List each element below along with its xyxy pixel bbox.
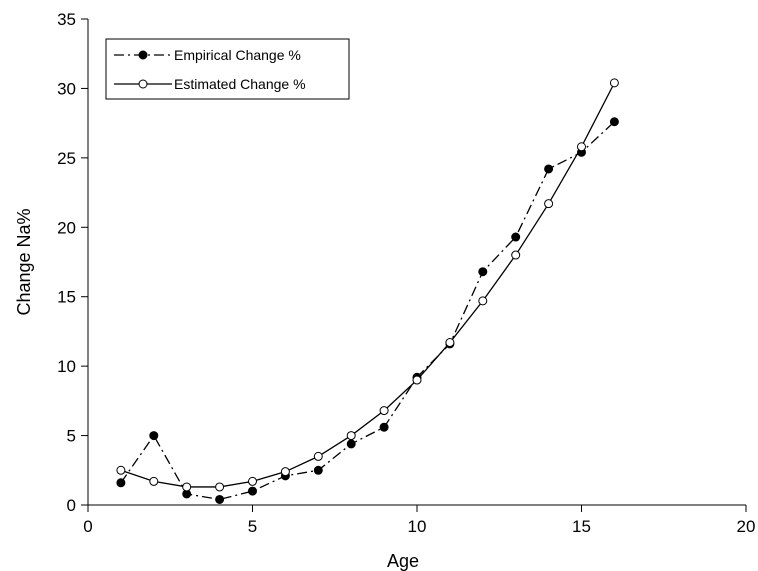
data-point xyxy=(445,338,455,348)
data-point xyxy=(511,250,521,260)
legend-entry: Empirical Change % xyxy=(114,47,301,63)
data-point xyxy=(280,467,290,477)
data-point xyxy=(609,117,619,127)
data-point xyxy=(511,232,521,242)
data-point xyxy=(609,78,619,88)
y-tick-label: 30 xyxy=(57,79,76,98)
data-point xyxy=(478,296,488,306)
y-tick-label: 15 xyxy=(57,288,76,307)
data-point xyxy=(544,199,554,209)
legend-box xyxy=(105,38,350,100)
legend-marker xyxy=(138,50,148,60)
series-empirical xyxy=(116,117,619,504)
data-point xyxy=(346,439,356,449)
data-point xyxy=(379,406,389,416)
data-point xyxy=(149,476,159,486)
data-point xyxy=(149,431,159,441)
data-point xyxy=(215,482,225,492)
data-point xyxy=(313,465,323,475)
data-point xyxy=(182,482,192,492)
series-line xyxy=(120,82,615,488)
y-axis-title: Change Na% xyxy=(14,208,34,315)
data-point xyxy=(379,422,389,432)
x-tick-label: 15 xyxy=(572,517,591,536)
series-estimated xyxy=(116,78,619,492)
legend-label: Estimated Change % xyxy=(174,76,306,92)
y-ticks: 0 5 10 15 20 25 30 35 xyxy=(57,10,88,515)
data-point xyxy=(116,465,126,475)
data-point xyxy=(215,494,225,504)
data-point xyxy=(248,476,257,486)
plot-area xyxy=(116,78,619,504)
series-line xyxy=(120,121,615,501)
data-point xyxy=(478,267,488,277)
x-ticks: 0 5 10 15 20 xyxy=(83,505,755,536)
x-axis-title: Age xyxy=(387,551,419,571)
x-tick-label: 0 xyxy=(83,517,92,536)
legend: Empirical Change % Estimated Change % xyxy=(105,38,350,100)
x-tick-label: 10 xyxy=(408,517,427,536)
y-tick-label: 25 xyxy=(57,149,76,168)
legend-label: Empirical Change % xyxy=(174,47,301,63)
y-tick-label: 20 xyxy=(57,218,76,237)
data-point xyxy=(412,375,422,385)
data-point xyxy=(313,451,323,461)
y-tick-label: 0 xyxy=(67,496,76,515)
y-tick-label: 35 xyxy=(57,10,76,29)
legend-entry: Estimated Change % xyxy=(114,76,306,92)
y-tick-label: 10 xyxy=(57,357,76,376)
x-tick-label: 20 xyxy=(737,517,756,536)
y-tick-label: 5 xyxy=(67,427,76,446)
data-point xyxy=(346,431,356,441)
x-tick-label: 5 xyxy=(248,517,257,536)
legend-marker xyxy=(138,79,148,89)
data-point xyxy=(116,478,126,488)
data-point xyxy=(577,142,586,152)
data-point xyxy=(248,486,257,496)
data-point xyxy=(544,164,554,174)
